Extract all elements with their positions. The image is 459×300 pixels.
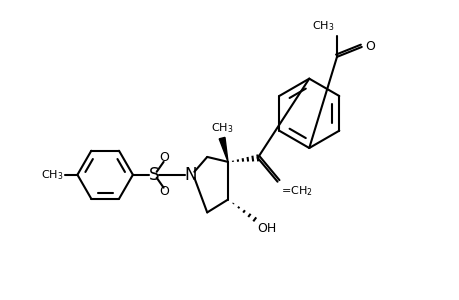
- Text: OH: OH: [257, 222, 276, 235]
- Text: N: N: [184, 166, 196, 184]
- Text: O: O: [159, 185, 169, 198]
- Text: CH$_3$: CH$_3$: [210, 121, 233, 135]
- Polygon shape: [219, 137, 228, 162]
- Text: O: O: [365, 40, 375, 53]
- Text: =CH$_2$: =CH$_2$: [280, 185, 312, 199]
- Text: O: O: [159, 152, 169, 164]
- Text: CH$_3$: CH$_3$: [41, 168, 63, 182]
- Text: CH$_3$: CH$_3$: [311, 19, 333, 33]
- Text: S: S: [148, 166, 159, 184]
